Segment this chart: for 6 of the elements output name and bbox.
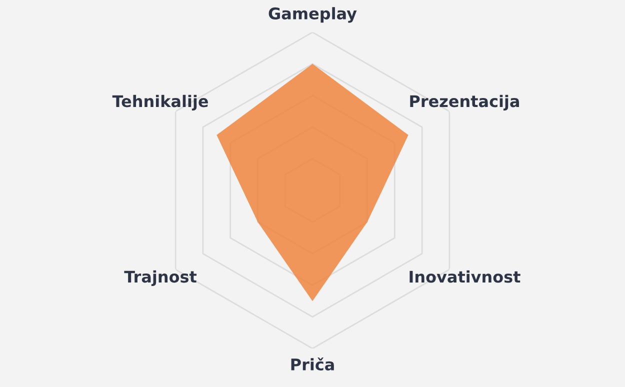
- spoke-label: Prezentacija: [410, 94, 519, 110]
- spoke-label: Priča: [291, 358, 334, 371]
- spoke-label: Gameplay: [268, 7, 357, 23]
- spoke-label: Inovativnost: [410, 270, 520, 283]
- spoke-label: Trajnost: [124, 270, 197, 286]
- spoke-label: Tehnikalije: [112, 94, 208, 110]
